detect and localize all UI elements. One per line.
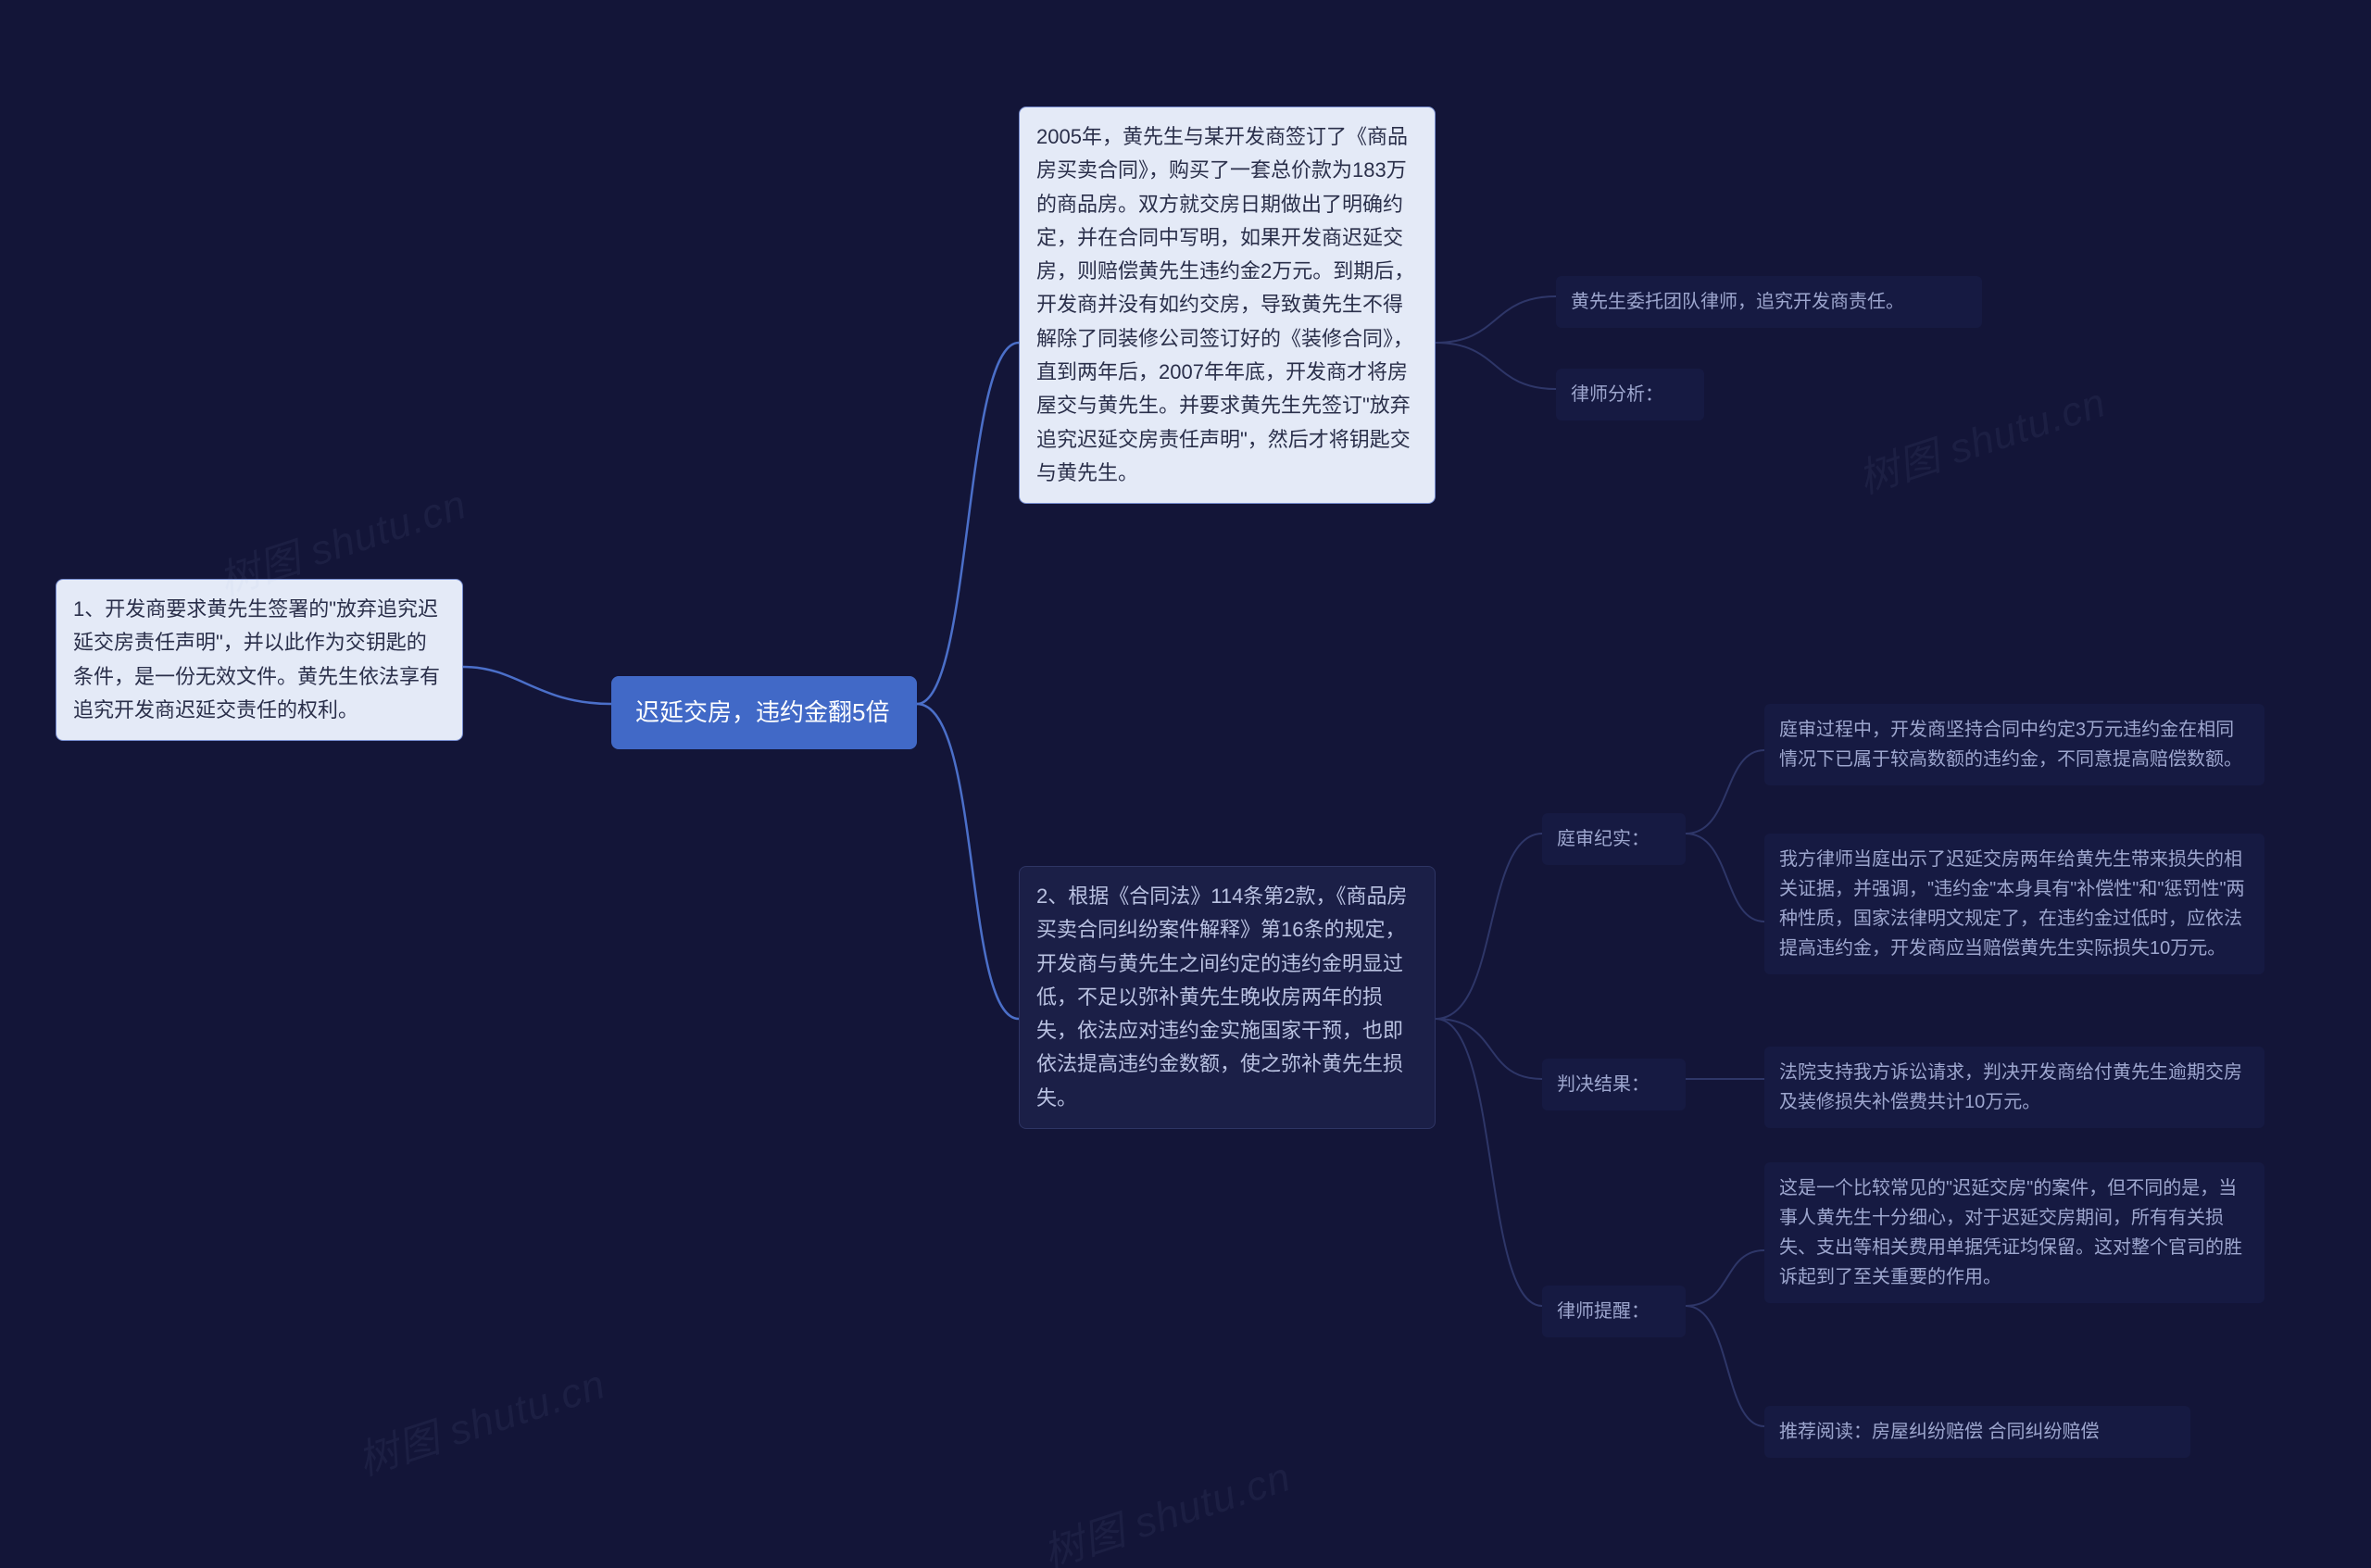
right-bottom-node[interactable]: 2、根据《合同法》114条第2款，《商品房买卖合同纠纷案件解释》第16条的规定，…	[1019, 866, 1436, 1129]
root-node[interactable]: 迟延交房，违约金翻5倍	[611, 676, 917, 749]
watermark: 树图 shutu.cn	[1850, 370, 2113, 506]
right-top-node[interactable]: 2005年，黄先生与某开发商签订了《商品房买卖合同》，购买了一套总价款为183万…	[1019, 107, 1436, 504]
watermark: 树图 shutu.cn	[349, 1351, 612, 1487]
trial-leaf-0[interactable]: 庭审过程中，开发商坚持合同中约定3万元违约金在相同情况下已属于较高数额的违约金，…	[1764, 704, 2264, 785]
sub-label-trial[interactable]: 庭审纪实：	[1542, 813, 1686, 865]
watermark: 树图 shutu.cn	[1035, 1444, 1298, 1568]
left-child-node[interactable]: 1、开发商要求黄先生签署的"放弃追究迟延交房责任声明"，并以此作为交钥匙的条件，…	[56, 579, 463, 741]
verdict-leaf-0[interactable]: 法院支持我方诉讼请求，判决开发商给付黄先生逾期交房及装修损失补偿费共计10万元。	[1764, 1047, 2264, 1128]
sub-label-lawyer[interactable]: 律师提醒：	[1542, 1286, 1686, 1337]
lawyer-leaf-1[interactable]: 推荐阅读：房屋纠纷赔偿 合同纠纷赔偿	[1764, 1406, 2190, 1458]
sub-label-verdict[interactable]: 判决结果：	[1542, 1059, 1686, 1110]
trial-leaf-1[interactable]: 我方律师当庭出示了迟延交房两年给黄先生带来损失的相关证据，并强调，"违约金"本身…	[1764, 834, 2264, 974]
right-top-leaf-1[interactable]: 律师分析：	[1556, 369, 1704, 420]
right-top-leaf-0[interactable]: 黄先生委托团队律师，追究开发商责任。	[1556, 276, 1982, 328]
lawyer-leaf-0[interactable]: 这是一个比较常见的"迟延交房"的案件，但不同的是，当事人黄先生十分细心，对于迟延…	[1764, 1162, 2264, 1303]
